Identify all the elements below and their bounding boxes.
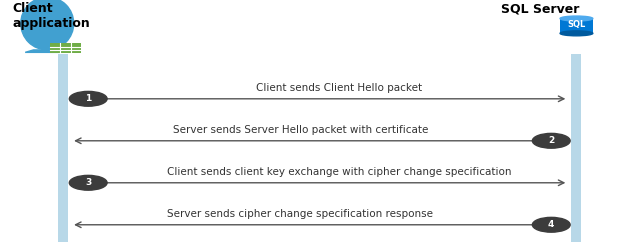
Text: 3: 3: [85, 178, 91, 187]
Text: Client
application: Client application: [13, 2, 90, 30]
Circle shape: [532, 133, 570, 148]
Text: 1: 1: [85, 94, 91, 103]
Text: SQL: SQL: [568, 20, 585, 29]
Text: SQL Server: SQL Server: [501, 2, 580, 16]
Ellipse shape: [560, 31, 593, 36]
Circle shape: [69, 175, 107, 190]
Bar: [560, 19, 593, 33]
Circle shape: [532, 217, 570, 232]
Circle shape: [69, 91, 107, 106]
Polygon shape: [25, 50, 61, 52]
Bar: [50, 43, 81, 53]
Ellipse shape: [560, 16, 593, 21]
Bar: [571, 54, 581, 242]
Text: 2: 2: [548, 136, 554, 145]
Text: Client sends Client Hello packet: Client sends Client Hello packet: [256, 83, 422, 93]
Text: Server sends Server Hello packet with certificate: Server sends Server Hello packet with ce…: [173, 125, 428, 135]
Text: 4: 4: [548, 220, 554, 229]
Text: Server sends cipher change specification response: Server sends cipher change specification…: [167, 209, 433, 219]
Ellipse shape: [21, 0, 74, 50]
Text: Client sends client key exchange with cipher change specification: Client sends client key exchange with ci…: [167, 167, 512, 177]
Bar: [58, 54, 68, 242]
